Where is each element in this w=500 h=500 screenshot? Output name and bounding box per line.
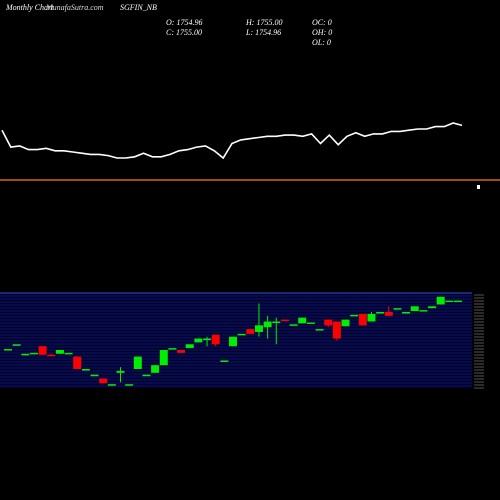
open-value: O: 1754.96 <box>166 18 203 27</box>
candle-body <box>107 384 116 386</box>
candle-body <box>332 321 341 339</box>
candle-body <box>350 314 359 317</box>
candle-body <box>428 306 437 309</box>
candle-body <box>203 338 212 341</box>
candle-body <box>341 319 350 327</box>
oh-value: OH: 0 <box>312 28 333 37</box>
candle-body <box>306 322 315 324</box>
candle-body <box>47 354 56 357</box>
high-value: H: 1755.00 <box>246 18 283 27</box>
candle-body <box>177 350 186 353</box>
candle-body <box>133 356 142 369</box>
candle-body <box>168 348 177 350</box>
candle-body <box>81 369 90 371</box>
candle-body <box>211 334 220 345</box>
candle-body <box>99 378 108 384</box>
candle-body <box>376 312 385 314</box>
candle-body <box>280 319 289 322</box>
candle-body <box>142 374 151 377</box>
candle-body <box>220 360 229 362</box>
candle-body <box>289 324 298 326</box>
low-value: L: 1754.96 <box>246 28 282 37</box>
candle-body <box>445 300 454 303</box>
candle-body <box>298 317 307 324</box>
candle-body <box>29 352 38 355</box>
marker-dot <box>477 185 480 189</box>
candle-body <box>125 384 134 386</box>
candle-body <box>185 344 194 349</box>
candle-body <box>402 312 411 314</box>
candle-body <box>324 319 333 326</box>
candle-body <box>64 352 73 355</box>
candle-body <box>55 350 64 354</box>
candle-body <box>21 353 30 356</box>
candle-body <box>410 306 419 312</box>
watermark-text: MunafaSutra.com <box>46 3 104 12</box>
candle-body <box>4 349 12 351</box>
candle-body <box>90 374 99 377</box>
candle-body <box>419 310 428 312</box>
candle-body <box>367 313 376 322</box>
candle-body <box>237 333 246 336</box>
symbol-label: SGFIN_NB <box>120 3 157 12</box>
candle-body <box>436 296 445 305</box>
candle-body <box>315 329 324 331</box>
chart-title: Monthly Chart <box>6 3 54 12</box>
candle-body <box>454 300 462 303</box>
candle-body <box>73 356 82 369</box>
candle-body <box>194 338 203 343</box>
close-value: C: 1755.00 <box>166 28 202 37</box>
candle-body <box>254 325 263 332</box>
candle-body <box>358 313 367 326</box>
candle-body <box>263 321 272 328</box>
candle-body <box>393 308 402 310</box>
oc-value: OC: 0 <box>312 18 332 27</box>
candle-body <box>272 321 281 323</box>
candle-body <box>116 370 125 373</box>
candle-body <box>151 365 160 373</box>
candle-body <box>246 329 255 334</box>
candle-body <box>229 336 237 347</box>
candle-body <box>384 312 393 316</box>
candle-body <box>12 344 21 346</box>
candle-body <box>38 346 47 355</box>
ol-value: OL: 0 <box>312 38 331 47</box>
candle-body <box>159 350 168 366</box>
price-line <box>1 122 463 160</box>
